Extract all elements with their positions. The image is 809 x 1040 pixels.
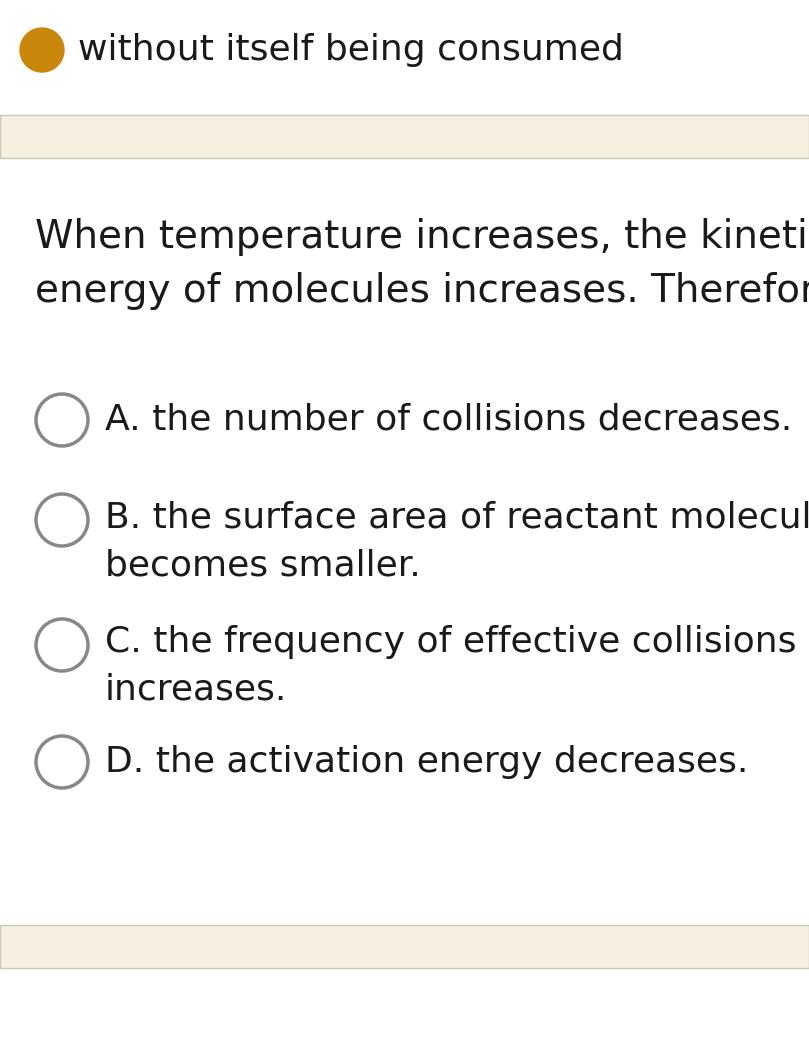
Text: When temperature increases, the kinetic: When temperature increases, the kinetic <box>35 218 809 256</box>
Text: B. the surface area of reactant molecules: B. the surface area of reactant molecule… <box>105 500 809 534</box>
Text: energy of molecules increases. Therefore,: energy of molecules increases. Therefore… <box>35 272 809 310</box>
Text: D. the activation energy decreases.: D. the activation energy decreases. <box>105 745 748 779</box>
Ellipse shape <box>36 394 88 446</box>
Text: increases.: increases. <box>105 673 287 707</box>
Text: becomes smaller.: becomes smaller. <box>105 548 421 582</box>
FancyBboxPatch shape <box>0 115 809 158</box>
Text: C. the frequency of effective collisions: C. the frequency of effective collisions <box>105 625 797 659</box>
Ellipse shape <box>36 736 88 788</box>
FancyBboxPatch shape <box>0 925 809 968</box>
Ellipse shape <box>36 494 88 546</box>
Text: A. the number of collisions decreases.: A. the number of collisions decreases. <box>105 402 792 437</box>
Text: without itself being consumed: without itself being consumed <box>78 33 624 67</box>
Ellipse shape <box>36 619 88 671</box>
Ellipse shape <box>20 28 64 72</box>
